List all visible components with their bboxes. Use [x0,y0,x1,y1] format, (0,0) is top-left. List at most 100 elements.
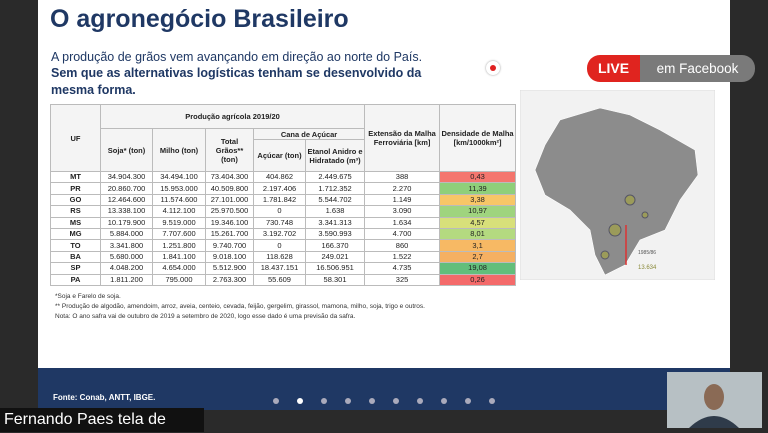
slide-dot[interactable] [465,398,471,404]
value-cell: 7.707.600 [152,227,206,241]
value-cell: 3.590.993 [304,227,366,241]
table-row: MT 34.904.300 34.494.100 73.404.300 404.862 2… [50,170,517,184]
value-cell: 388 [364,170,441,184]
value-cell: 40.509.800 [205,182,254,195]
value-cell: 10.179.900 [100,216,153,229]
slide-dot[interactable] [273,398,279,404]
header: Produção agrícola 2019/20 [99,104,366,129]
value-cell: 19,08 [439,262,517,275]
value-cell: 2.270 [364,182,441,195]
slide-dot[interactable] [489,398,495,404]
presenter-name: Fernando Paes tela de [0,408,204,432]
slide-title: O agronegócio Brasileiro [50,5,349,33]
header: Etanol Anidro e Hidratado (m³) [304,139,366,172]
value-cell: 8,01 [439,227,517,241]
value-cell: 25.970.500 [205,205,254,218]
value-cell: 9.740.700 [205,239,254,252]
slide-dot[interactable] [345,398,351,404]
footnote: *Soja e Farelo de soja. [55,293,121,300]
table-row: SP 4.048.200 4.654.000 5.512.900 18.437.151 1… [50,262,517,275]
value-cell: 15.261.700 [205,227,254,241]
value-cell: 795.000 [152,273,206,286]
slide-footer: Fonte: Conab, ANTT, IBGE. [38,368,730,410]
header: Milho (ton) [152,128,206,172]
value-cell: 3.341.800 [100,239,153,252]
source: Fonte: Conab, ANTT, IBGE. [53,393,156,402]
table-row: TO 3.341.800 1.251.800 9.740.700 0 166.370 860… [50,239,517,252]
state-cell: PA [50,273,101,286]
value-cell: 1.149 [364,193,441,207]
table-row: MG 5.884.000 7.707.600 15.261.700 3.192.702 3… [50,227,517,241]
value-cell: 249.021 [304,250,366,264]
value-cell: 2.197.406 [253,182,306,195]
value-cell: 2.763.300 [205,273,254,286]
value-cell: 1.811.200 [100,273,153,286]
value-cell: 12.464.600 [100,193,153,207]
map-legend: 13.634 [638,265,657,271]
value-cell: 325 [364,273,441,286]
live-badge: LIVE [587,55,640,82]
state-cell: SP [50,262,101,275]
value-cell: 1.522 [364,250,441,264]
record-indicator [486,61,500,75]
state-cell: MG [50,227,101,241]
slide-dot[interactable] [297,398,303,404]
value-cell: 404.862 [253,170,306,184]
value-cell: 3.341.313 [304,216,366,229]
table-row: MS 10.179.900 9.519.000 19.346.100 730.748 3.… [50,216,517,229]
value-cell: 4.048.200 [100,262,153,275]
value-cell: 4.112.100 [152,205,206,218]
table-row: PR 20.860.700 15.953.000 40.509.800 2.197.40… [50,182,517,195]
value-cell: 2,7 [439,250,517,264]
map-legend: 1985/86 [638,250,656,256]
value-cell: 166.370 [304,239,366,252]
value-cell: 73.404.300 [205,170,254,184]
slide-dot[interactable] [417,398,423,404]
value-cell: 16.506.951 [304,262,366,275]
header: Soja* (ton) [100,128,153,172]
value-cell: 118.628 [253,250,306,264]
value-cell: 0,43 [439,170,517,184]
state-cell: PR [50,182,101,195]
slide-dot[interactable] [393,398,399,404]
value-cell: 10,97 [439,205,517,218]
value-cell: 9.018.100 [205,250,254,264]
value-cell: 58.301 [304,273,366,286]
value-cell: 5.544.702 [304,193,366,207]
slide-dot[interactable] [321,398,327,404]
value-cell: 1.251.800 [152,239,206,252]
header: Extensão da Malha Ferroviária [km] [364,104,441,172]
value-cell: 9.519.000 [152,216,206,229]
value-cell: 1.781.842 [253,193,306,207]
state-cell: MT [50,170,101,184]
header: Total Grãos** (ton) [205,128,254,172]
value-cell: 34.494.100 [152,170,206,184]
value-cell: 4.700 [364,227,441,241]
slide-dot[interactable] [441,398,447,404]
value-cell: 730.748 [253,216,306,229]
table-row: BA 5.680.000 1.841.100 9.018.100 118.628 249.… [50,250,517,264]
table-row: GO 12.464.600 11.574.600 27.101.000 1.781.84… [50,193,517,207]
value-cell: 1.712.352 [304,182,366,195]
footnote: Nota: O ano safra vai de outubro de 2019… [55,313,356,320]
value-cell: 5.884.000 [100,227,153,241]
value-cell: 15.953.000 [152,182,206,195]
header: UF [50,104,101,172]
value-cell: 5.512.900 [205,262,254,275]
brazil-map: 1985/86 13.634 [520,90,715,280]
value-cell: 2.449.675 [304,170,366,184]
value-cell: 34.904.300 [100,170,153,184]
value-cell: 0,26 [439,273,517,286]
value-cell: 4,57 [439,216,517,229]
value-cell: 1.638 [304,205,366,218]
value-cell: 3,38 [439,193,517,207]
value-cell: 20.860.700 [100,182,153,195]
value-cell: 4.654.000 [152,262,206,275]
value-cell: 1.634 [364,216,441,229]
production-table: UF Produção agrícola 2019/20 Extensão da M… [50,104,517,286]
webcam [667,372,762,428]
value-cell: 3,1 [439,239,517,252]
value-cell: 1.841.100 [152,250,206,264]
slide-dot[interactable] [369,398,375,404]
